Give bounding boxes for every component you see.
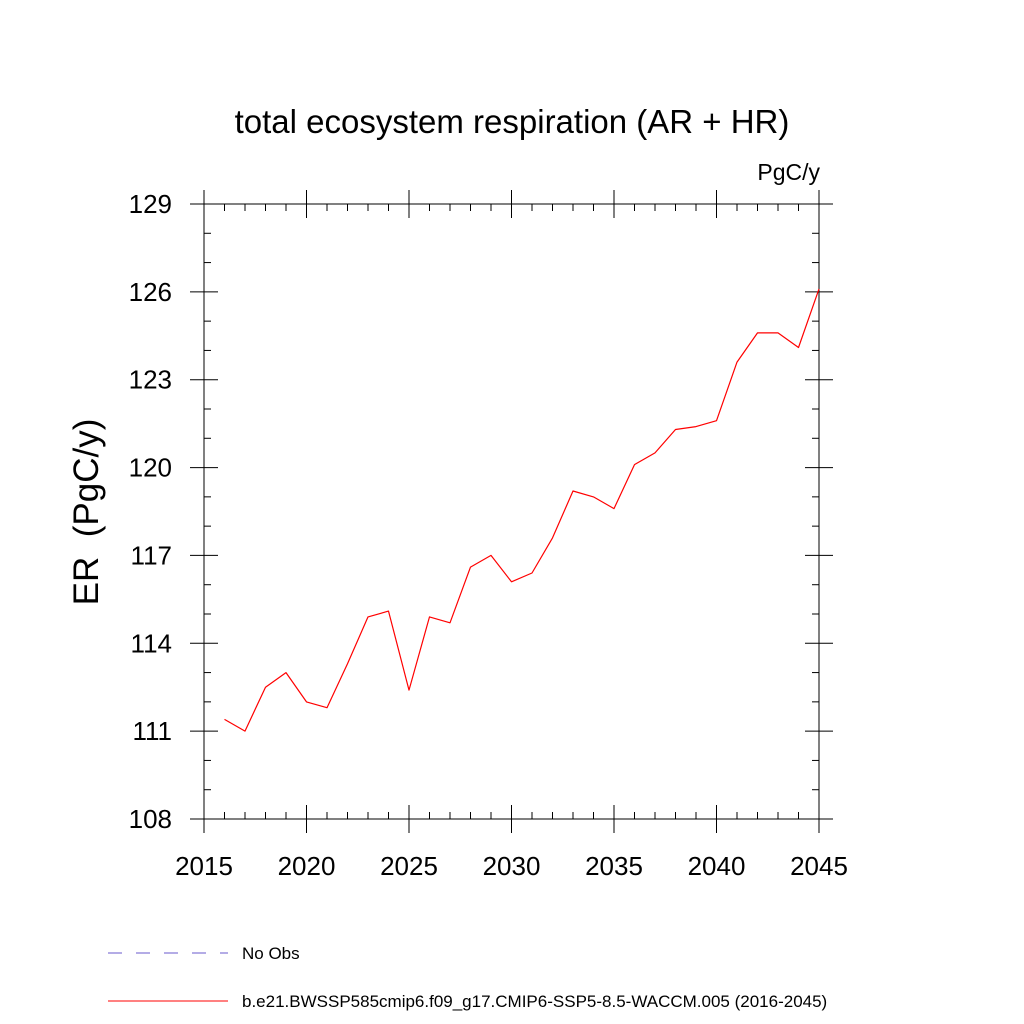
y-tick-label: 123 [129, 365, 172, 395]
units-label: PgC/y [757, 159, 820, 185]
x-tick-label: 2020 [278, 851, 336, 881]
x-tick-label: 2025 [380, 851, 438, 881]
y-tick-label: 108 [129, 804, 172, 834]
legend-label-model: b.e21.BWSSP585cmip6.f09_g17.CMIP6-SSP5-8… [242, 992, 827, 1011]
x-tick-label: 2030 [483, 851, 541, 881]
y-tick-label: 120 [129, 453, 172, 483]
y-axis-label: ER (PgC/y) [67, 419, 106, 606]
plot-frame [203, 203, 820, 820]
legend-label-no-obs: No Obs [242, 944, 300, 963]
y-tick-label: 111 [132, 716, 172, 746]
x-tick-label: 2045 [790, 851, 848, 881]
y-tick-labels: 108 111 114 117 120 123 126 129 [129, 189, 172, 834]
legend: No Obs b.e21.BWSSP585cmip6.f09_g17.CMIP6… [108, 944, 827, 1011]
major-ticks [190, 190, 833, 833]
x-tick-label: 2035 [585, 851, 643, 881]
series-layer [224, 288, 820, 732]
y-tick-label: 129 [129, 189, 172, 219]
x-tick-label: 2040 [688, 851, 746, 881]
series-line-0 [224, 288, 820, 732]
y-tick-label: 114 [131, 628, 172, 658]
y-tick-label: 126 [129, 277, 172, 307]
x-tick-label: 2015 [175, 851, 233, 881]
chart-title: total ecosystem respiration (AR + HR) [235, 103, 790, 140]
minor-ticks [204, 204, 819, 819]
y-tick-label: 117 [131, 540, 172, 570]
x-tick-labels: 2015 2020 2025 2030 2035 2040 2045 [175, 851, 848, 881]
